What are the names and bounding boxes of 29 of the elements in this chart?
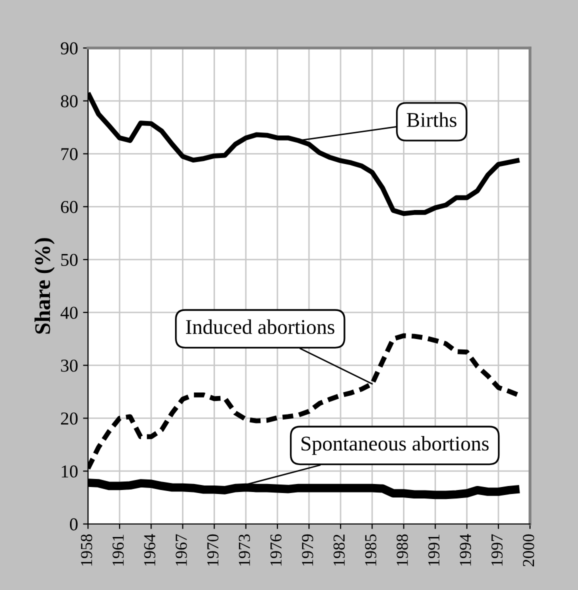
y-tick-label: 0 [70, 518, 78, 530]
y-tick-label: 90 [60, 42, 78, 54]
y-tick-label: 30 [61, 360, 78, 372]
y-axis-title: Share (%) [34, 238, 55, 334]
series-label: Spontaneous abortions [302, 436, 489, 455]
x-tick-label: 1979 [302, 534, 314, 566]
x-tick-label: 1985 [365, 534, 376, 566]
x-tick-label: 1988 [396, 534, 408, 566]
x-tick-label: 1982 [333, 534, 345, 566]
y-tick-label: 50 [61, 254, 78, 266]
legend-label: Births [406, 112, 456, 127]
x-tick-label: 1994 [460, 534, 472, 566]
x-tick-label: 1964 [144, 534, 156, 566]
x-tick-label: 2000 [522, 534, 534, 566]
x-tick-label: 1958 [80, 534, 92, 566]
x-tick-label: 1967 [176, 534, 187, 566]
y-tick-label: 80 [60, 95, 78, 108]
x-tick-label: 1991 [428, 534, 440, 566]
x-tick-label: 1973 [238, 534, 250, 566]
x-tick-label: 1970 [207, 534, 218, 566]
y-tick-label: 10 [62, 465, 78, 478]
y-tick-label: 60 [61, 200, 78, 214]
y-tick-label: 20 [61, 412, 78, 425]
text: Induced abortions [186, 319, 334, 334]
y-tick-label: 70 [61, 148, 78, 160]
x-tick-label: 1997 [491, 534, 503, 566]
y-tick-label: 40 [60, 306, 78, 319]
x-tick-label: 1961 [112, 534, 124, 566]
x-tick-label: 1976 [270, 534, 282, 566]
